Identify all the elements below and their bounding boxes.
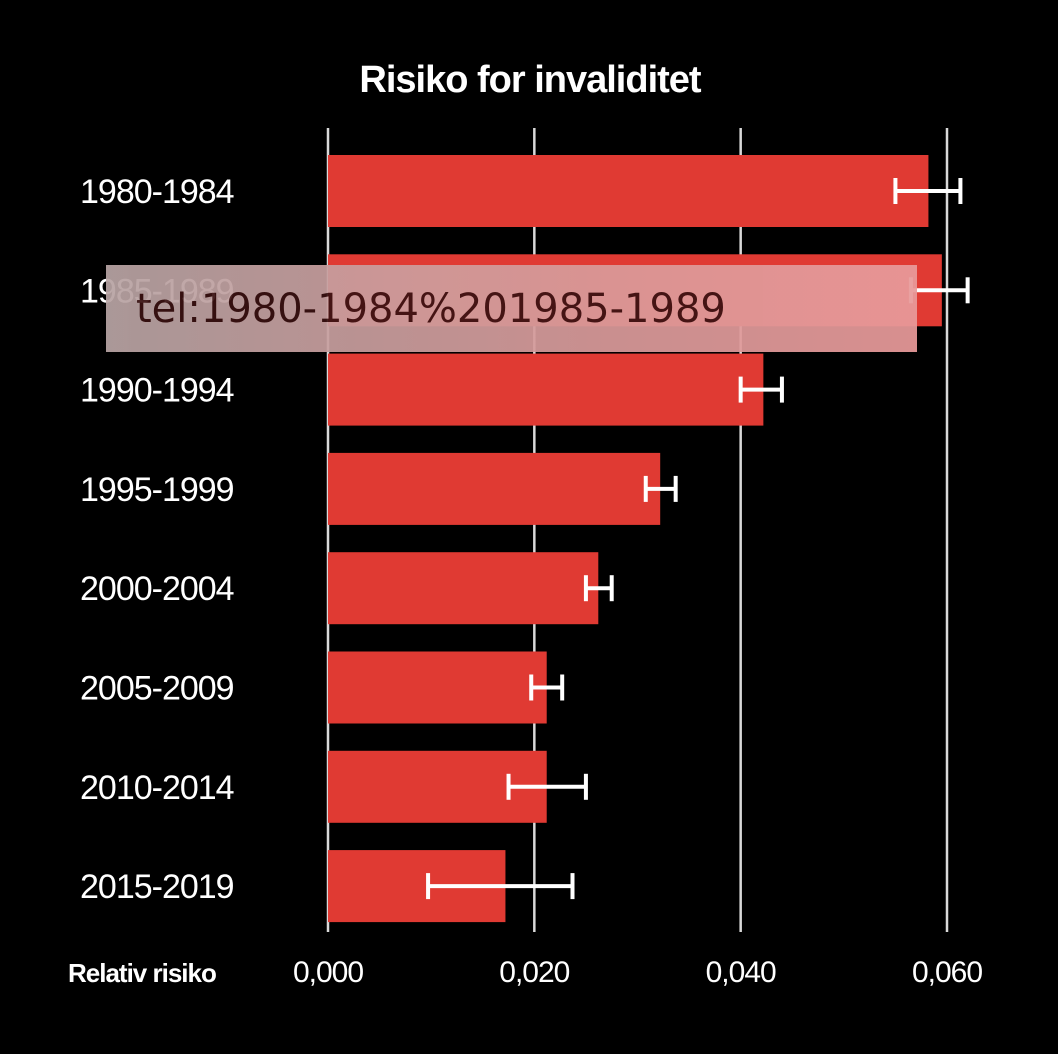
x-tick-label: 0,060 — [912, 956, 982, 989]
x-tick-labels: 0,000 0,020 0,040 0,060 — [293, 956, 983, 989]
bar — [328, 452, 661, 525]
error-bar — [893, 178, 963, 204]
category-label: 1980-1984 — [80, 173, 234, 211]
error-bar — [506, 773, 588, 800]
x-tick-label: 0,040 — [706, 956, 776, 989]
error-bar — [583, 575, 614, 602]
tooltip-text: tel:1980-1984%201985-1989 — [136, 285, 726, 332]
error-bar — [426, 873, 575, 900]
x-tick-label: 0,000 — [293, 956, 363, 989]
x-tick-label: 0,020 — [499, 956, 569, 989]
category-label: 2010-2014 — [80, 769, 234, 807]
category-label: 2005-2009 — [80, 670, 234, 708]
bar — [328, 651, 547, 724]
bar — [328, 353, 764, 426]
category-label: 2000-2004 — [80, 570, 234, 608]
category-label: 1990-1994 — [80, 372, 234, 410]
category-label: 1995-1999 — [80, 471, 234, 509]
link-tooltip: tel:1980-1984%201985-1989 — [106, 265, 917, 352]
x-axis-title: Relativ risiko — [68, 958, 216, 988]
bar — [328, 155, 929, 227]
chart-title: Risiko for invaliditet — [359, 59, 702, 101]
error-bars — [426, 178, 970, 900]
error-bar — [529, 674, 565, 701]
error-bar — [738, 376, 784, 403]
category-label: 2015-2019 — [80, 868, 234, 906]
bar — [328, 552, 599, 625]
error-bar — [643, 475, 678, 502]
